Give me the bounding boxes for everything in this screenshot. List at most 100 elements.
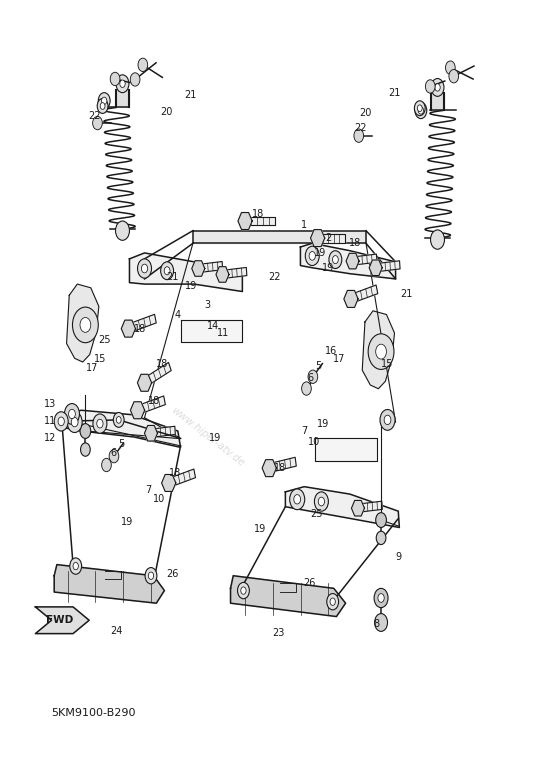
Polygon shape <box>198 261 223 273</box>
Text: 21: 21 <box>400 289 413 298</box>
Circle shape <box>113 413 124 427</box>
Text: 20: 20 <box>160 107 172 117</box>
Polygon shape <box>216 267 229 282</box>
Polygon shape <box>358 501 382 512</box>
Circle shape <box>148 572 153 580</box>
Circle shape <box>333 256 338 264</box>
Polygon shape <box>193 230 366 243</box>
Text: 18: 18 <box>274 463 286 473</box>
Text: 18: 18 <box>253 209 265 219</box>
Circle shape <box>68 409 76 419</box>
Text: 11: 11 <box>44 417 57 427</box>
Polygon shape <box>300 243 395 279</box>
Circle shape <box>435 83 440 91</box>
Circle shape <box>302 382 311 395</box>
Polygon shape <box>143 363 171 386</box>
Polygon shape <box>269 458 296 472</box>
Circle shape <box>329 250 342 268</box>
Circle shape <box>115 221 129 240</box>
Text: 15: 15 <box>94 354 106 364</box>
Circle shape <box>449 70 459 83</box>
Circle shape <box>426 80 435 93</box>
Circle shape <box>145 567 157 584</box>
Text: 19: 19 <box>120 516 133 526</box>
Circle shape <box>54 412 68 431</box>
Text: FWD: FWD <box>46 615 73 625</box>
Text: 24: 24 <box>110 626 122 636</box>
Circle shape <box>415 102 427 118</box>
Text: 20: 20 <box>359 108 371 118</box>
Polygon shape <box>137 396 165 414</box>
Text: 2: 2 <box>325 233 332 243</box>
Text: 6: 6 <box>110 448 116 458</box>
Text: 17: 17 <box>86 363 98 373</box>
Polygon shape <box>180 320 242 342</box>
Polygon shape <box>151 426 175 438</box>
Circle shape <box>308 370 318 383</box>
Text: www.hiper-atv.de: www.hiper-atv.de <box>169 405 246 468</box>
Text: 21: 21 <box>388 88 401 98</box>
Circle shape <box>418 107 423 114</box>
Circle shape <box>73 563 78 570</box>
Text: 19: 19 <box>254 524 266 534</box>
Polygon shape <box>311 230 325 247</box>
Circle shape <box>330 598 335 605</box>
Circle shape <box>64 404 80 424</box>
Text: 19: 19 <box>209 434 222 444</box>
Polygon shape <box>144 425 157 441</box>
Text: 25: 25 <box>99 335 111 346</box>
Text: 19: 19 <box>322 263 334 273</box>
Text: 11: 11 <box>217 328 230 338</box>
Text: 3: 3 <box>204 300 211 310</box>
Circle shape <box>305 247 319 266</box>
Polygon shape <box>231 576 346 617</box>
Circle shape <box>71 417 78 427</box>
Circle shape <box>431 79 444 97</box>
Circle shape <box>100 103 105 109</box>
Circle shape <box>70 558 82 574</box>
Polygon shape <box>62 410 180 448</box>
Text: 18: 18 <box>349 238 361 248</box>
Circle shape <box>67 412 82 433</box>
Circle shape <box>97 99 108 114</box>
Circle shape <box>290 489 305 509</box>
Text: 16: 16 <box>325 346 337 356</box>
Polygon shape <box>375 261 400 272</box>
Circle shape <box>237 582 249 599</box>
Text: 22: 22 <box>354 123 367 133</box>
Polygon shape <box>362 311 394 389</box>
Polygon shape <box>369 260 382 275</box>
Text: 4: 4 <box>175 309 181 319</box>
Polygon shape <box>346 254 359 269</box>
Polygon shape <box>192 261 205 276</box>
Circle shape <box>378 594 384 602</box>
Text: 19: 19 <box>185 281 198 291</box>
Circle shape <box>241 587 246 594</box>
Polygon shape <box>168 469 195 487</box>
Text: 5KM9100-B290: 5KM9100-B290 <box>52 708 136 718</box>
Text: 18: 18 <box>169 468 181 478</box>
Circle shape <box>368 334 394 369</box>
Circle shape <box>161 262 174 280</box>
Text: 7: 7 <box>145 485 151 495</box>
Text: 22: 22 <box>268 271 281 281</box>
Text: 23: 23 <box>273 628 285 638</box>
Text: 25: 25 <box>310 509 322 519</box>
Circle shape <box>116 417 121 424</box>
Polygon shape <box>245 216 274 226</box>
Circle shape <box>354 129 363 142</box>
Polygon shape <box>54 564 165 603</box>
Circle shape <box>376 512 386 527</box>
Text: 21: 21 <box>166 272 179 282</box>
Text: 13: 13 <box>44 400 57 410</box>
Polygon shape <box>352 254 377 265</box>
Polygon shape <box>318 233 344 243</box>
Text: 8: 8 <box>374 619 380 629</box>
Circle shape <box>110 73 120 86</box>
Circle shape <box>141 264 148 273</box>
Circle shape <box>101 458 111 472</box>
Polygon shape <box>162 475 176 492</box>
Polygon shape <box>129 253 242 291</box>
Text: 6: 6 <box>307 373 314 383</box>
Polygon shape <box>238 213 252 230</box>
